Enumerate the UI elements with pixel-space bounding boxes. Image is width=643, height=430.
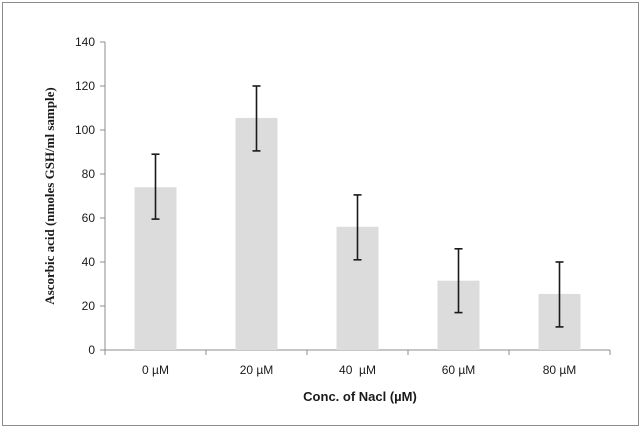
x-tick-label: 40 µM bbox=[339, 363, 376, 377]
error-bars bbox=[151, 85, 564, 328]
x-axis: 0 µM 20 µM 40 µM 60 µM 80 µM bbox=[104, 349, 611, 377]
x-tick-label: 0 µM bbox=[142, 363, 169, 377]
chart-frame bbox=[2, 2, 639, 426]
y-axis-title: Ascorbic acid (nmoles GSH/ml sample) bbox=[42, 87, 57, 304]
y-axis: 0 20 40 60 80 100 120 140 bbox=[75, 35, 106, 357]
x-tick-label: 20 µM bbox=[240, 363, 274, 377]
x-tick-label: 80 µM bbox=[543, 363, 577, 377]
y-tick-label: 60 bbox=[82, 211, 96, 225]
y-tick-label: 80 bbox=[82, 167, 96, 181]
x-tick-label: 60 µM bbox=[442, 363, 476, 377]
x-axis-title: Conc. of Nacl (µM) bbox=[303, 389, 417, 404]
y-tick-label: 40 bbox=[82, 255, 96, 269]
bar bbox=[235, 117, 278, 351]
y-tick-label: 100 bbox=[75, 123, 95, 137]
y-tick-label: 0 bbox=[88, 343, 95, 357]
y-tick-label: 20 bbox=[82, 299, 96, 313]
y-tick-label: 140 bbox=[75, 35, 95, 49]
y-tick-label: 120 bbox=[75, 79, 95, 93]
